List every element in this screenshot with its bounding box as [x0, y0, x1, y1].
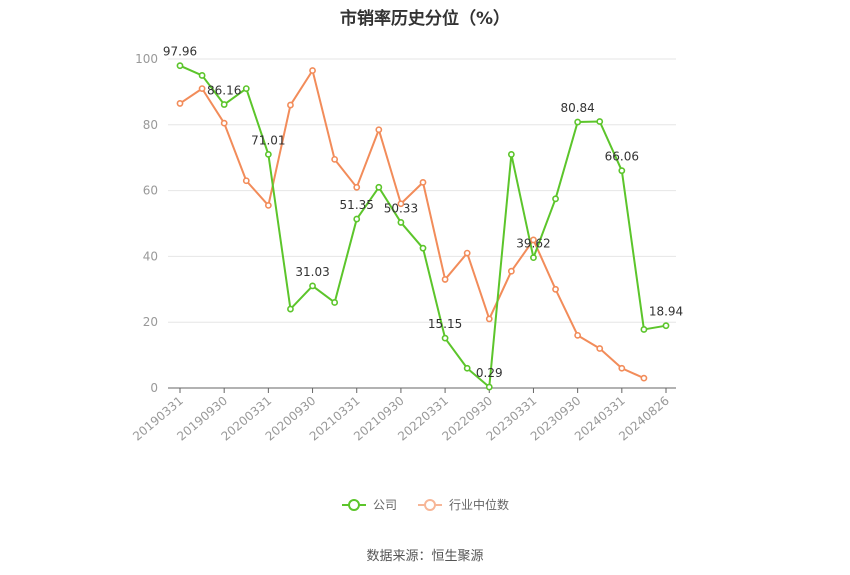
data-point	[662, 322, 670, 330]
legend: 公司 行业中位数	[0, 496, 850, 513]
data-point	[463, 364, 471, 372]
y-tick-label: 20	[143, 315, 158, 329]
y-tick-label: 40	[143, 249, 158, 263]
y-axis-ticks: 0 20 40 60 80 100	[135, 52, 158, 395]
legend-label-industry: 行业中位数	[449, 498, 510, 512]
y-tick-label: 60	[143, 184, 158, 198]
legend-label-company: 公司	[372, 498, 397, 512]
data-point	[419, 244, 427, 252]
data-point	[618, 167, 626, 175]
data-point	[198, 85, 206, 93]
data-point	[574, 118, 582, 126]
data-point	[397, 200, 405, 208]
legend-marker-industry	[418, 498, 442, 511]
data-point	[331, 299, 339, 306]
data-point	[530, 236, 537, 244]
data-point	[530, 254, 537, 262]
data-point	[176, 62, 184, 70]
data-point	[485, 383, 493, 391]
data-label: 0.29	[476, 366, 503, 380]
series-line-industry	[179, 69, 645, 380]
data-label: 51.35	[340, 198, 374, 212]
data-point	[574, 331, 582, 339]
legend-marker-company	[341, 498, 366, 511]
series-points	[176, 62, 670, 391]
data-point	[309, 67, 316, 74]
data-point	[463, 249, 471, 257]
data-label: 39.62	[516, 237, 550, 251]
data-point	[397, 219, 405, 226]
data-point	[198, 72, 206, 79]
data-point	[640, 326, 648, 333]
data-point	[264, 150, 272, 158]
data-label: 66.06	[605, 150, 639, 164]
data-point	[441, 334, 449, 342]
data-label: 97.96	[163, 45, 197, 59]
data-label: 86.16	[207, 84, 241, 98]
data-point	[552, 285, 559, 293]
data-label: 80.84	[560, 101, 594, 115]
data-point	[419, 178, 427, 186]
data-point	[596, 118, 604, 125]
x-axis: 2019033120190930202003312020093020210331…	[130, 387, 676, 444]
data-point	[309, 282, 316, 290]
legend-item-company[interactable]: 公司	[341, 496, 397, 513]
grid-lines	[168, 58, 676, 323]
data-point	[441, 276, 449, 283]
data-point	[176, 100, 184, 107]
legend-item-industry[interactable]: 行业中位数	[417, 496, 509, 513]
data-label: 50.33	[384, 201, 418, 215]
data-source: 数据来源：恒生聚源	[366, 549, 484, 564]
data-label: 18.94	[649, 305, 683, 319]
data-point	[242, 85, 250, 93]
data-point	[287, 101, 294, 109]
data-point	[220, 119, 228, 127]
data-point	[485, 315, 493, 323]
data-point	[353, 215, 361, 223]
data-point	[552, 195, 559, 203]
y-tick-label: 0	[150, 381, 158, 395]
data-point	[331, 155, 339, 163]
data-point	[353, 183, 361, 191]
data-label: 71.01	[251, 133, 285, 147]
data-point	[264, 202, 272, 209]
data-point	[287, 305, 294, 313]
data-point	[220, 101, 228, 108]
data-point	[507, 151, 515, 158]
data-point	[375, 183, 383, 191]
data-labels: 97.96 86.16 71.01 31.03 51.35 50.33 15.15 0.29 3…	[163, 45, 683, 380]
data-label: 15.15	[428, 317, 462, 331]
data-point	[375, 126, 383, 134]
y-tick-label: 100	[135, 52, 158, 66]
data-point	[640, 374, 648, 382]
chart-title: 市销率历史分位（%）	[339, 9, 511, 29]
data-point	[618, 364, 626, 372]
y-tick-label: 80	[143, 118, 158, 132]
data-point	[596, 345, 604, 352]
data-point	[507, 267, 515, 275]
data-label: 31.03	[295, 265, 329, 279]
data-point	[242, 177, 250, 185]
